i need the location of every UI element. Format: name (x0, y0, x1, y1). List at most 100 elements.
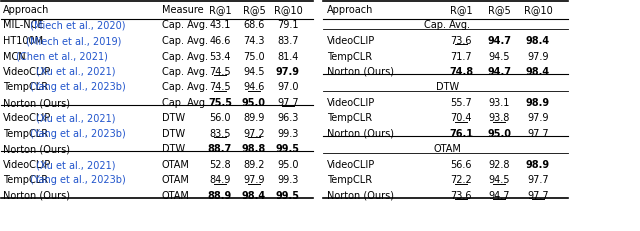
Text: OTAM: OTAM (162, 175, 190, 185)
Text: Norton (Ours): Norton (Ours) (3, 144, 70, 154)
Text: OTAM: OTAM (433, 144, 461, 154)
Text: 98.9: 98.9 (526, 159, 550, 169)
Text: DTW: DTW (436, 82, 459, 92)
Text: DTW: DTW (162, 113, 185, 123)
Text: Cap. Avg.: Cap. Avg. (162, 51, 208, 61)
Text: (Yang et al., 2023b): (Yang et al., 2023b) (26, 128, 125, 138)
Text: R@10: R@10 (524, 5, 552, 15)
Text: 52.8: 52.8 (209, 159, 231, 169)
Text: DTW: DTW (162, 144, 185, 154)
Text: 56.0: 56.0 (209, 113, 231, 123)
Text: HT100M: HT100M (3, 36, 43, 46)
Text: 84.9: 84.9 (209, 175, 230, 185)
Text: 94.5: 94.5 (488, 175, 509, 185)
Text: Cap. Avg.: Cap. Avg. (162, 67, 208, 77)
Text: 70.4: 70.4 (451, 113, 472, 123)
Text: 93.8: 93.8 (488, 113, 509, 123)
Text: VideoCLIP: VideoCLIP (3, 67, 51, 77)
Text: Approach: Approach (3, 5, 49, 15)
Text: 83.7: 83.7 (277, 36, 299, 46)
Text: TempCLR: TempCLR (3, 175, 48, 185)
Text: Cap. Avg.: Cap. Avg. (162, 82, 208, 92)
Text: R@10: R@10 (274, 5, 302, 15)
Text: Norton (Ours): Norton (Ours) (3, 97, 70, 108)
Text: DTW: DTW (162, 128, 185, 138)
Text: 98.4: 98.4 (526, 36, 550, 46)
Text: 97.2: 97.2 (243, 128, 265, 138)
Text: (Miech et al., 2020): (Miech et al., 2020) (26, 20, 125, 30)
Text: 97.0: 97.0 (277, 82, 299, 92)
Text: 99.3: 99.3 (277, 128, 299, 138)
Text: 99.3: 99.3 (277, 175, 299, 185)
Text: 94.7: 94.7 (488, 190, 509, 200)
Text: 94.5: 94.5 (243, 67, 265, 77)
Text: 93.1: 93.1 (488, 97, 509, 108)
Text: Cap. Avg.: Cap. Avg. (162, 97, 208, 108)
Text: R@5: R@5 (243, 5, 266, 15)
Text: 46.6: 46.6 (209, 36, 230, 46)
Text: 81.4: 81.4 (277, 51, 299, 61)
Text: 74.8: 74.8 (449, 67, 473, 77)
Text: 97.9: 97.9 (527, 51, 548, 61)
Text: Norton (Ours): Norton (Ours) (327, 128, 394, 138)
Text: (Yang et al., 2023b): (Yang et al., 2023b) (26, 175, 125, 185)
Text: 94.7: 94.7 (487, 67, 511, 77)
Text: 74.5: 74.5 (209, 67, 231, 77)
Text: 92.8: 92.8 (488, 159, 509, 169)
Text: (Xu et al., 2021): (Xu et al., 2021) (33, 159, 116, 169)
Text: 88.9: 88.9 (208, 190, 232, 200)
Text: 94.6: 94.6 (243, 82, 265, 92)
Text: 97.7: 97.7 (527, 175, 549, 185)
Text: 83.5: 83.5 (209, 128, 231, 138)
Text: 76.1: 76.1 (449, 128, 473, 138)
Text: (Chen et al., 2021): (Chen et al., 2021) (13, 51, 108, 61)
Text: 79.1: 79.1 (277, 20, 299, 30)
Text: VideoCLIP: VideoCLIP (3, 159, 51, 169)
Text: 74.3: 74.3 (243, 36, 265, 46)
Text: TempCLR: TempCLR (327, 113, 372, 123)
Text: 99.5: 99.5 (276, 190, 300, 200)
Text: 75.5: 75.5 (208, 97, 232, 108)
Text: 97.7: 97.7 (527, 190, 549, 200)
Text: TempCLR: TempCLR (327, 175, 372, 185)
Text: R@5: R@5 (488, 5, 510, 15)
Text: 68.6: 68.6 (243, 20, 265, 30)
Text: Cap. Avg.: Cap. Avg. (162, 20, 208, 30)
Text: Norton (Ours): Norton (Ours) (327, 190, 394, 200)
Text: VideoCLIP: VideoCLIP (3, 113, 51, 123)
Text: 75.0: 75.0 (243, 51, 265, 61)
Text: 95.0: 95.0 (242, 97, 266, 108)
Text: 97.9: 97.9 (527, 113, 548, 123)
Text: TempCLR: TempCLR (3, 82, 48, 92)
Text: OTAM: OTAM (162, 159, 190, 169)
Text: 95.0: 95.0 (487, 128, 511, 138)
Text: Cap. Avg.: Cap. Avg. (424, 20, 470, 30)
Text: 98.4: 98.4 (242, 190, 266, 200)
Text: 56.6: 56.6 (451, 159, 472, 169)
Text: 98.9: 98.9 (526, 97, 550, 108)
Text: 94.7: 94.7 (487, 36, 511, 46)
Text: 97.9: 97.9 (243, 175, 265, 185)
Text: 72.2: 72.2 (450, 175, 472, 185)
Text: Measure: Measure (162, 5, 204, 15)
Text: OTAM: OTAM (162, 190, 190, 200)
Text: 53.4: 53.4 (209, 51, 231, 61)
Text: 97.9: 97.9 (276, 67, 300, 77)
Text: VideoCLIP: VideoCLIP (327, 97, 375, 108)
Text: 98.4: 98.4 (526, 67, 550, 77)
Text: 95.0: 95.0 (277, 159, 299, 169)
Text: VideoCLIP: VideoCLIP (327, 36, 375, 46)
Text: 74.5: 74.5 (209, 82, 231, 92)
Text: 94.5: 94.5 (488, 51, 509, 61)
Text: TempCLR: TempCLR (3, 128, 48, 138)
Text: Approach: Approach (327, 5, 373, 15)
Text: 99.5: 99.5 (276, 144, 300, 154)
Text: 98.8: 98.8 (242, 144, 266, 154)
Text: TempCLR: TempCLR (327, 51, 372, 61)
Text: MCN: MCN (3, 51, 26, 61)
Text: Norton (Ours): Norton (Ours) (3, 190, 70, 200)
Text: (Xu et al., 2021): (Xu et al., 2021) (33, 113, 116, 123)
Text: 96.3: 96.3 (277, 113, 299, 123)
Text: 43.1: 43.1 (209, 20, 230, 30)
Text: 88.7: 88.7 (208, 144, 232, 154)
